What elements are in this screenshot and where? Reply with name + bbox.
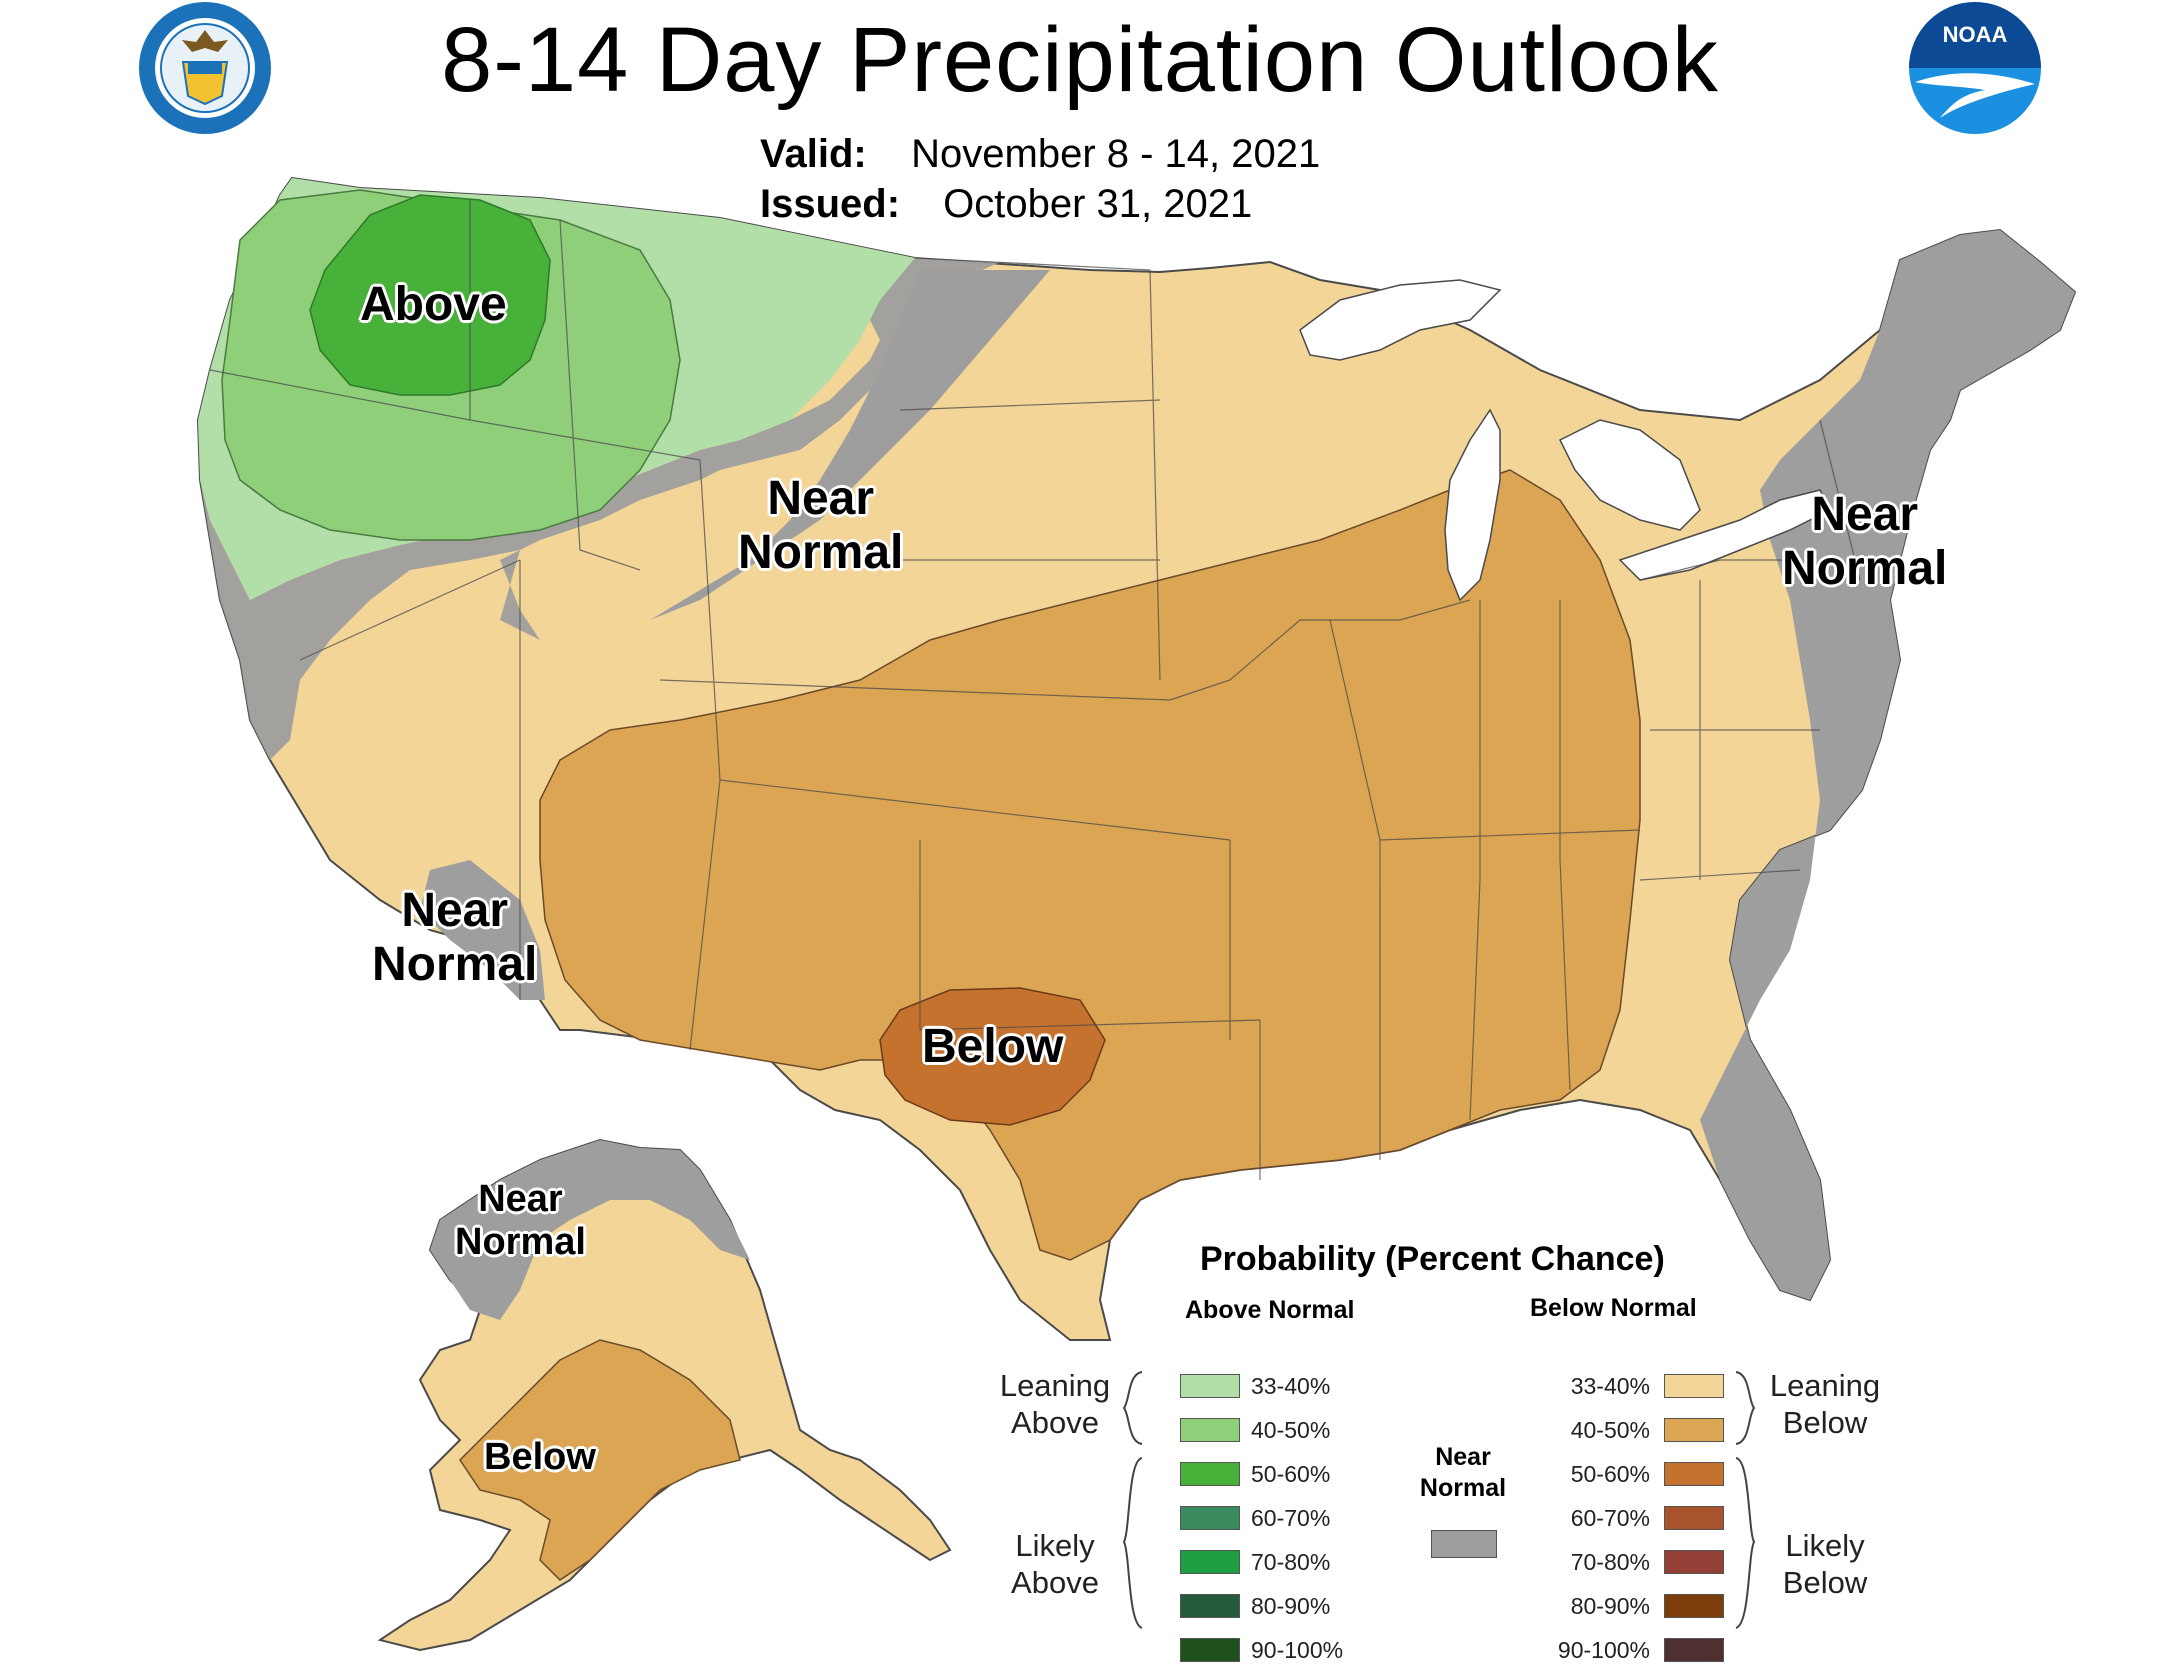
legend-leaning-below-line1: Leaning bbox=[1769, 1368, 1881, 1403]
alaska-below-area bbox=[459, 1339, 741, 1581]
below-50-60-area bbox=[879, 987, 1106, 1126]
label-near-normal-ak-line1: Near bbox=[478, 1178, 563, 1220]
legend-likely-below-line1: Likely bbox=[1785, 1528, 1865, 1563]
legend-below-swatch-5 bbox=[1664, 1594, 1724, 1618]
noaa-logo-icon: NOAA bbox=[1909, 2, 2041, 134]
legend-above-label-3: 60-70% bbox=[1251, 1505, 1331, 1531]
legend-above-swatch-0 bbox=[1180, 1374, 1240, 1398]
legend-below-label-0: 33-40% bbox=[1570, 1373, 1650, 1399]
legend-leaning-below: Leaning Below bbox=[1760, 1368, 1890, 1441]
lake-michigan bbox=[1444, 408, 1501, 602]
label-below-tx: Below bbox=[922, 1020, 1064, 1073]
legend-above-swatch-3 bbox=[1180, 1506, 1240, 1530]
near-normal-ca-area bbox=[420, 860, 545, 1000]
legend-below-swatch-0 bbox=[1664, 1374, 1724, 1398]
legend-below-label-4: 70-80% bbox=[1570, 1549, 1650, 1575]
legend-below-swatch-1 bbox=[1664, 1418, 1724, 1442]
legend-near-header-line2: Normal bbox=[1419, 1474, 1507, 1503]
legend-near-header-line1: Near bbox=[1435, 1443, 1491, 1471]
legend-title: Probability (Percent Chance) bbox=[1200, 1240, 1665, 1278]
legend-above-swatch-2 bbox=[1180, 1462, 1240, 1486]
issued-line: Issued: October 31, 2021 bbox=[760, 182, 1252, 227]
label-near-normal-north-line1: Near bbox=[767, 472, 875, 525]
legend-braces-left bbox=[1122, 1371, 1143, 1629]
legend-leaning-above: Leaning Above bbox=[990, 1368, 1120, 1441]
legend-below-swatch-6 bbox=[1664, 1638, 1724, 1662]
legend-above-label-6: 90-100% bbox=[1251, 1637, 1344, 1663]
legend-below-swatch-4 bbox=[1664, 1550, 1724, 1574]
legend-likely-above: Likely Above bbox=[990, 1528, 1120, 1601]
legend-likely-above-line2: Above bbox=[1011, 1564, 1099, 1600]
legend-below-swatch-2 bbox=[1664, 1462, 1724, 1486]
label-near-normal-north-line2: Normal bbox=[738, 525, 904, 579]
legend-above-swatch-1 bbox=[1180, 1418, 1240, 1442]
label-near-normal-ak: Near Normal bbox=[455, 1178, 586, 1263]
legend-likely-below-line2: Below bbox=[1782, 1564, 1868, 1600]
legend-below-header: Below Normal bbox=[1530, 1294, 1697, 1322]
valid-date: November 8 - 14, 2021 bbox=[911, 132, 1321, 176]
label-near-normal-ca: Near Normal bbox=[372, 884, 537, 992]
label-near-normal-east: Near Normal bbox=[1782, 488, 1947, 596]
legend-above-swatch-6 bbox=[1180, 1638, 1240, 1662]
label-near-normal-east-line2: Normal bbox=[1782, 541, 1948, 595]
legend-above-label-0: 33-40% bbox=[1251, 1373, 1331, 1399]
legend-above-label-5: 80-90% bbox=[1251, 1593, 1331, 1619]
lake-superior bbox=[1299, 279, 1502, 361]
legend-leaning-above-line1: Leaning bbox=[999, 1368, 1111, 1403]
noaa-logo-text: NOAA bbox=[1943, 22, 2008, 47]
legend-leaning-below-line2: Below bbox=[1782, 1404, 1868, 1440]
legend-above-label-1: 40-50% bbox=[1251, 1417, 1331, 1443]
legend-below-label-3: 60-70% bbox=[1570, 1505, 1650, 1531]
legend-below-list: 33-40% 40-50% 50-60% 60-70% 70-80% 80-90% 90-1… bbox=[1530, 1373, 1730, 1664]
lake-erie-ontario bbox=[1618, 489, 1832, 581]
legend-below-label-6: 90-100% bbox=[1557, 1637, 1650, 1663]
legend-below-label-2: 50-60% bbox=[1570, 1461, 1650, 1487]
lake-huron bbox=[1558, 419, 1701, 531]
near-normal-north-area bbox=[650, 270, 1050, 620]
legend-below-label-1: 40-50% bbox=[1570, 1417, 1650, 1443]
valid-label: Valid: bbox=[760, 132, 867, 176]
alaska-near-normal-area bbox=[430, 1140, 750, 1320]
legend-near-swatch bbox=[1431, 1530, 1497, 1558]
map-title: 8-14 Day Precipitation Outlook bbox=[441, 9, 1719, 111]
near-normal-west-coast-area bbox=[200, 218, 1050, 760]
legend-above-swatch-4 bbox=[1180, 1550, 1240, 1574]
label-above-nw: Above bbox=[360, 278, 507, 331]
label-below-ak: Below bbox=[484, 1436, 596, 1478]
legend-above-list: 33-40% 40-50% 50-60% 60-70% 70-80% 80-90% 90-1… bbox=[1155, 1373, 1355, 1664]
legend-above-header: Above Normal bbox=[1185, 1296, 1355, 1324]
label-near-normal-ca-line2: Normal bbox=[372, 937, 538, 991]
legend-likely-above-line1: Likely bbox=[1015, 1528, 1095, 1563]
issued-date: October 31, 2021 bbox=[943, 182, 1253, 226]
label-near-normal-north: Near Normal bbox=[738, 472, 903, 580]
legend-above-label-4: 70-80% bbox=[1251, 1549, 1331, 1575]
legend-above-label-2: 50-60% bbox=[1251, 1461, 1331, 1487]
legend-likely-below: Likely Below bbox=[1760, 1528, 1890, 1601]
legend: Probability (Percent Chance) Above Norma… bbox=[990, 1240, 2090, 1663]
legend-leaning-above-line2: Above bbox=[1011, 1404, 1099, 1440]
legend-below-swatch-3 bbox=[1664, 1506, 1724, 1530]
issued-label: Issued: bbox=[760, 182, 901, 226]
legend-above-swatch-5 bbox=[1180, 1594, 1240, 1618]
label-near-normal-ca-line1: Near bbox=[401, 884, 509, 937]
commerce-seal-icon bbox=[139, 2, 271, 134]
legend-below-label-5: 80-90% bbox=[1570, 1593, 1650, 1619]
label-near-normal-east-line1: Near bbox=[1811, 488, 1919, 541]
above-50-60-area bbox=[309, 194, 551, 396]
state-borders bbox=[209, 200, 1861, 1180]
legend-near-header: Near Normal bbox=[1408, 1442, 1518, 1505]
label-near-normal-ak-line2: Normal bbox=[455, 1220, 586, 1263]
legend-braces-right bbox=[1735, 1371, 1756, 1629]
valid-line: Valid: November 8 - 14, 2021 bbox=[760, 132, 1320, 177]
